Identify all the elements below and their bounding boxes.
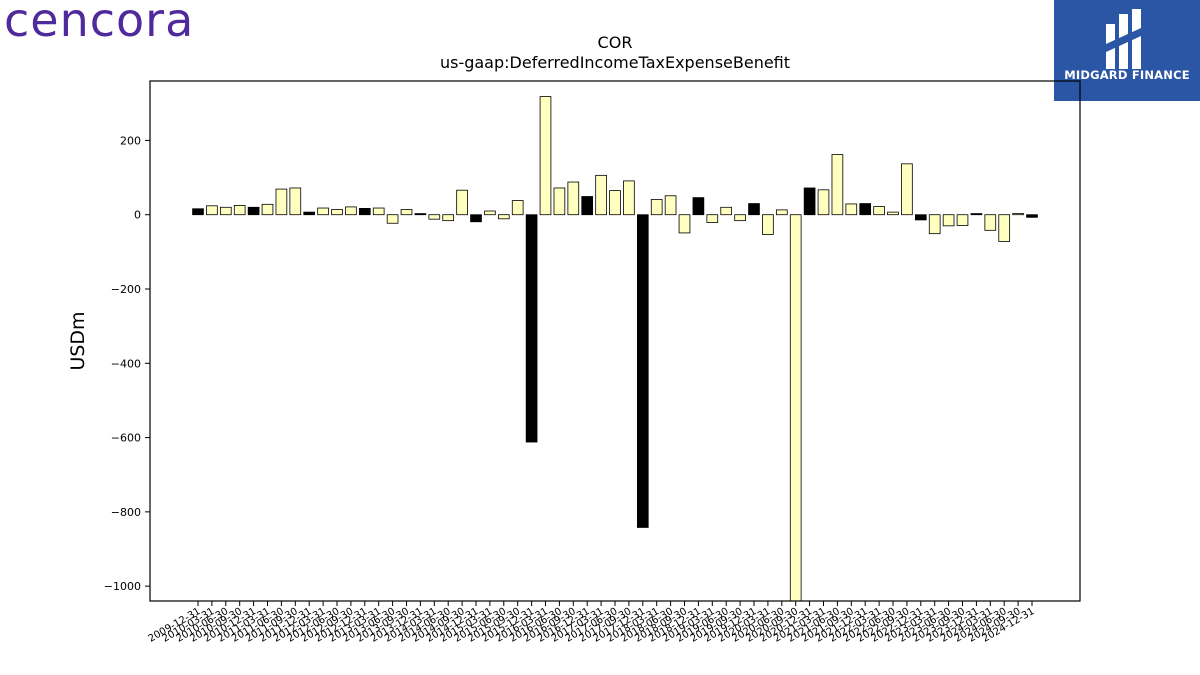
bar-2020-09-30 [789,214,802,602]
bar-2012-12-31 [358,207,371,216]
bar-2021-06-30 [831,154,844,216]
bar-2024-12-31 [1026,214,1038,218]
bar-2017-09-30 [623,180,635,216]
chart-title: COR [598,33,633,52]
bar-2018-06-30 [664,195,677,216]
bar-2017-12-31 [636,214,649,528]
bar-2024-09-30 [1012,213,1024,216]
bar-2012-09-30 [345,206,357,216]
bar-2012-06-30 [331,209,343,216]
bar-2018-12-31 [692,197,705,216]
bar-2021-03-31 [817,189,830,216]
y-tick-label: −1000 [104,580,141,593]
bar-2023-03-31 [928,214,941,235]
y-axis-ticks: 200 0 −200 −400 −600 −800 −1000 [104,134,150,593]
x-axis-ticks: 2009-12-312010-03-312010-06-302010-09-30… [147,601,1037,645]
bar-2010-09-30 [233,205,246,216]
bar-2022-12-31 [914,214,927,221]
bar-2016-06-30 [553,187,566,216]
bar-2009-12-31 [192,208,204,216]
y-tick-label: −800 [111,506,141,519]
bar-2010-12-31 [247,206,260,216]
bar-2023-12-31 [970,213,983,216]
bar-2024-06-30 [998,214,1011,242]
bar-2013-12-31 [414,213,427,216]
bar-2014-09-30 [456,189,468,216]
bar-2021-12-31 [859,203,872,216]
bars-layer [192,96,1038,602]
bar-2023-06-30 [942,214,955,227]
bar-2014-06-30 [442,214,455,222]
bar-2019-03-31 [706,214,719,223]
bar-2016-09-30 [567,181,580,216]
bar-2017-03-31 [595,174,607,216]
cencora-logo: cencora [4,0,195,47]
midgard-finance-logo: MIDGARD FINANCE [1054,0,1200,101]
bar-2015-06-30 [497,214,510,220]
bar-2019-06-30 [720,206,733,216]
bar-2019-09-30 [734,214,746,222]
chart-subtitle: us-gaap:DeferredIncomeTaxExpenseBenefit [440,53,790,72]
midgard-logo-icon [1106,9,1141,69]
bar-2022-09-30 [901,163,913,216]
bar-2010-06-30 [219,206,232,216]
y-tick-label: −200 [111,283,141,296]
bar-2014-12-31 [470,214,482,223]
bar-2016-12-31 [581,196,594,216]
bar-2011-12-31 [303,211,316,216]
bar-2011-06-30 [275,188,288,216]
bar-2019-12-31 [748,203,760,216]
bar-2015-12-31 [525,214,538,443]
bar-2023-09-30 [956,214,969,226]
y-tick-label: 200 [120,134,141,147]
bar-2021-09-30 [845,203,858,216]
bar-2013-09-30 [400,209,413,216]
bar-2012-03-31 [317,207,329,216]
bar-2013-03-31 [372,207,385,216]
partner-name: MIDGARD FINANCE [1064,68,1190,82]
bar-2020-06-30 [775,209,788,216]
bar-2014-03-31 [428,214,441,220]
bar-2020-12-31 [803,187,816,216]
bar-2011-09-30 [289,187,302,216]
y-tick-label: −600 [111,432,141,445]
y-axis-label: USDm [67,311,89,370]
bar-2022-03-31 [873,206,885,216]
bar-2016-03-31 [539,96,552,216]
bar-2018-03-31 [650,199,663,216]
plot-area-frame [149,80,1081,602]
bar-2018-09-30 [678,214,691,234]
bar-2015-09-30 [511,200,524,216]
bar-2020-03-31 [762,214,774,235]
bar-2013-06-30 [386,214,399,224]
bar-2024-03-31 [984,214,997,231]
bar-2011-03-31 [261,203,274,216]
bar-2022-06-30 [887,211,899,216]
y-tick-label: −400 [111,357,141,370]
bar-2017-06-30 [609,190,621,216]
bar-2010-03-31 [206,205,218,216]
y-tick-label: 0 [134,209,141,222]
bar-2015-03-31 [484,210,496,216]
